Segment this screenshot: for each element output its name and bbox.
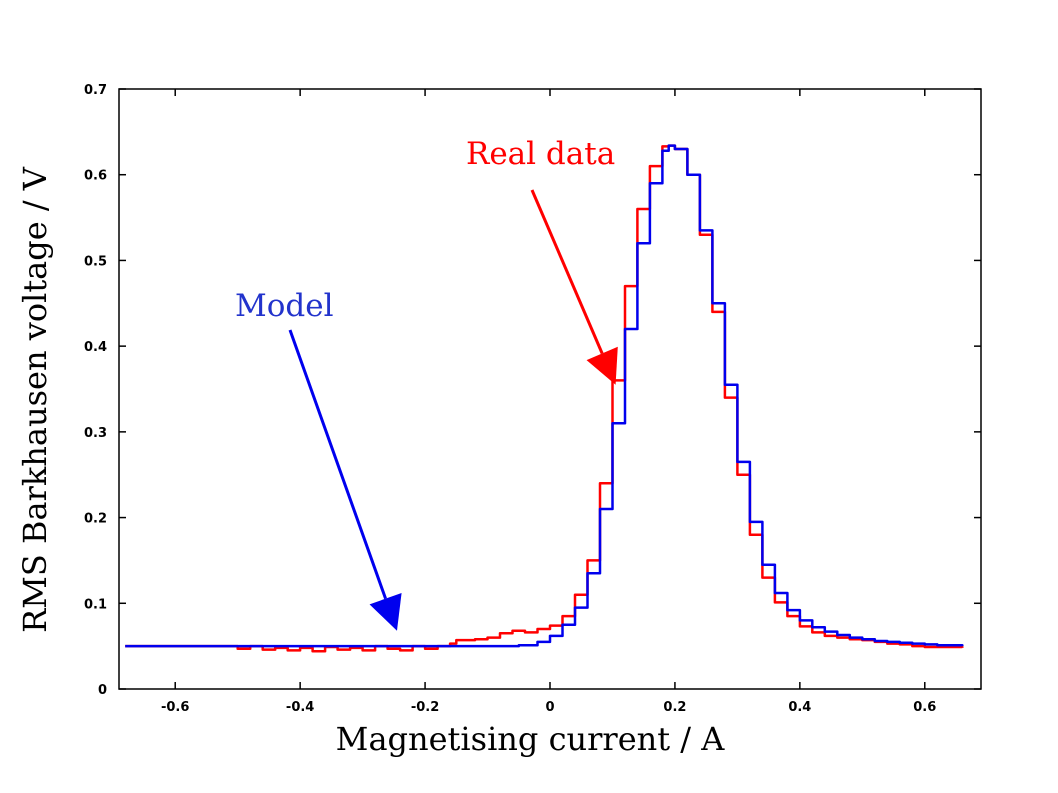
- axis-ticks: [119, 88, 981, 690]
- x-tick-label: 0: [545, 700, 554, 715]
- y-tick-label: 0.5: [84, 254, 107, 269]
- real-data-annotation: Real data: [466, 136, 615, 172]
- model-series-line: [125, 144, 964, 648]
- x-tick-label: 0.2: [663, 700, 686, 715]
- y-tick-label: 0.4: [84, 340, 107, 355]
- real-data-arrow: [530, 189, 604, 355]
- model-arrowhead: [369, 592, 402, 631]
- y-tick-labels: 0 0.1 0.2 0.3 0.4 0.5 0.6 0.7: [84, 83, 107, 698]
- x-axis-title: Magnetising current / A: [336, 720, 726, 758]
- plot-frame: [118, 88, 982, 690]
- annotation-layer: Real data Model: [235, 136, 618, 631]
- y-axis-title: RMS Barkhausen voltage / V: [16, 166, 54, 633]
- y-tick-label: 0.6: [84, 169, 107, 184]
- x-tick-label: -0.4: [286, 700, 314, 715]
- y-tick-label: 0: [98, 683, 107, 698]
- model-annotation: Model: [235, 288, 334, 324]
- x-tick-labels: -0.6 -0.4 -0.2 0 0.2 0.4 0.6: [161, 700, 936, 715]
- y-tick-label: 0.1: [84, 597, 107, 612]
- y-tick-label: 0.3: [84, 426, 107, 441]
- x-tick-label: 0.6: [913, 700, 936, 715]
- y-tick-label: 0.2: [84, 512, 107, 527]
- y-tick-label: 0.7: [84, 83, 107, 98]
- real-data-arrowhead: [586, 346, 618, 385]
- x-tick-label: -0.2: [411, 700, 439, 715]
- x-tick-label: -0.6: [161, 700, 189, 715]
- x-tick-label: 0.4: [788, 700, 811, 715]
- model-arrow: [288, 329, 387, 600]
- plot-area: [118, 88, 982, 690]
- real-data-series-line: [125, 144, 964, 653]
- series-layer: [125, 144, 964, 653]
